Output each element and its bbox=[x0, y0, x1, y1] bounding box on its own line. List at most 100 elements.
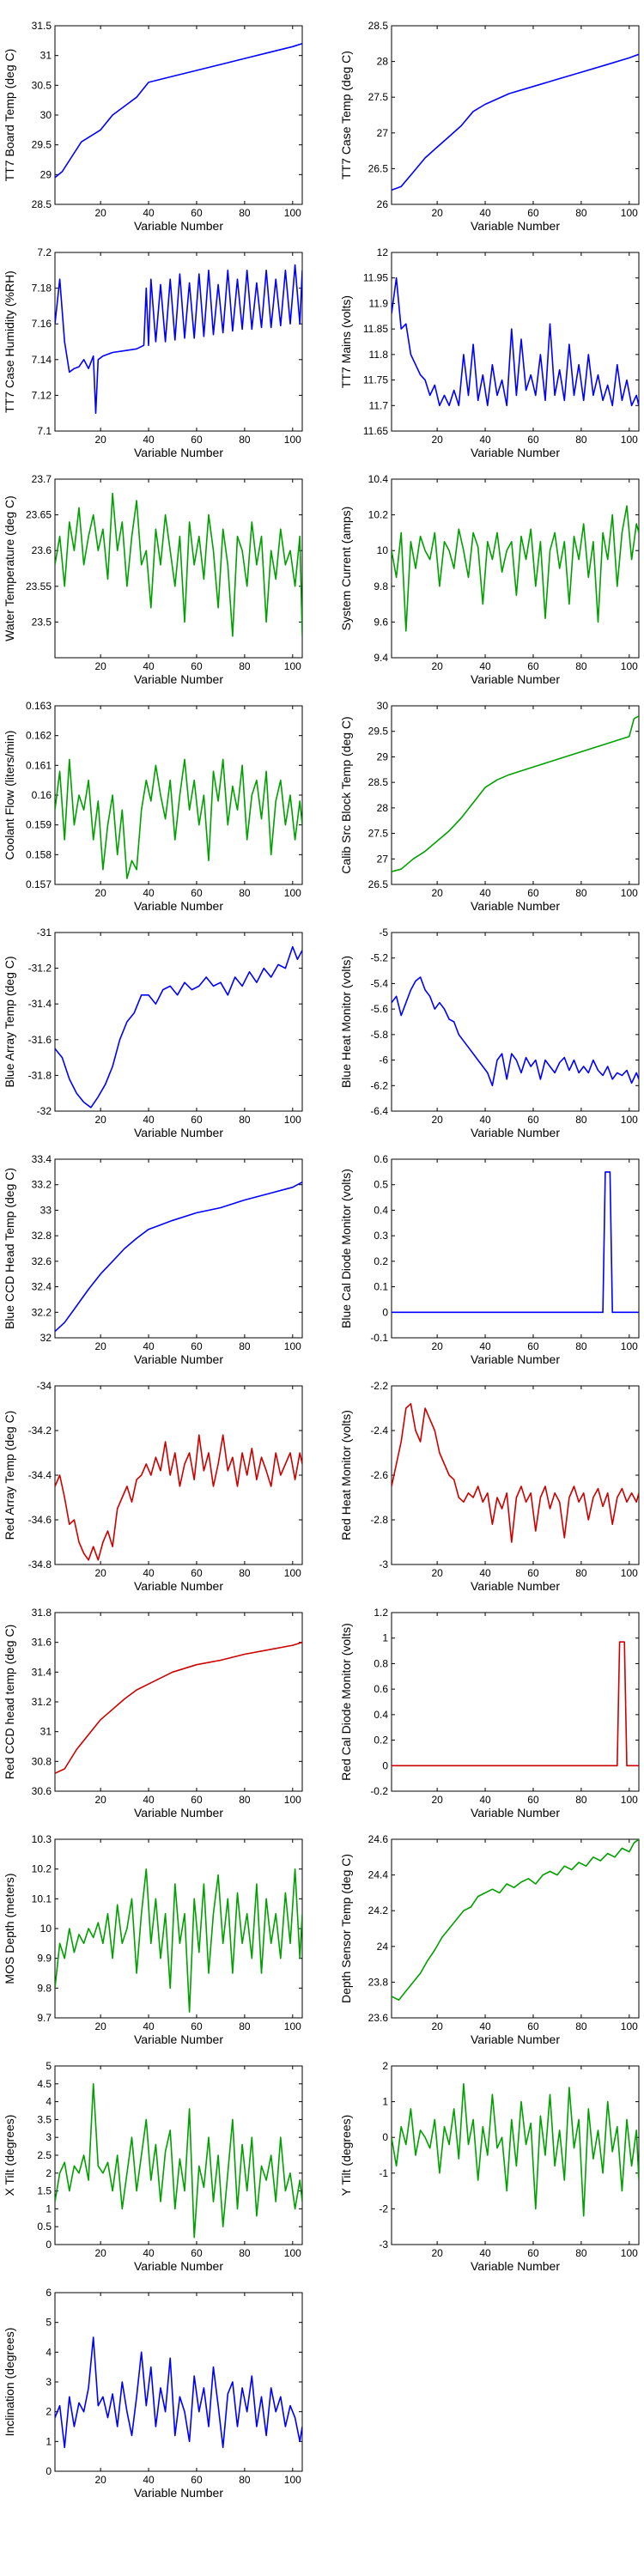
y-tick-label: 23.65 bbox=[26, 509, 52, 521]
x-tick-label: 100 bbox=[621, 2247, 638, 2259]
y-tick-label: -34.2 bbox=[28, 1425, 52, 1437]
y-tick-label: 28.5 bbox=[368, 20, 389, 32]
x-tick-label: 20 bbox=[431, 207, 443, 219]
x-tick-label: 20 bbox=[431, 434, 443, 446]
chart-panel-20: 20 40 60 80 100 -3 -2 -1 0 1 2 Variable Number Y Til… bbox=[339, 2060, 640, 2273]
y-tick-label: 31 bbox=[40, 1726, 52, 1738]
x-tick-label: 60 bbox=[191, 1567, 203, 1579]
x-tick-label: 100 bbox=[621, 207, 638, 219]
series-line bbox=[55, 492, 302, 637]
series-line bbox=[392, 1839, 639, 2001]
series-line bbox=[392, 276, 639, 407]
x-tick-label: 40 bbox=[143, 1567, 155, 1579]
chart-panel-19: 20 40 60 80 100 0 0.5 1 1.5 2 2.5 3 3.5 4 4.5 5 Variable… bbox=[3, 2060, 303, 2273]
plot-frame bbox=[391, 252, 640, 432]
y-tick-label: 32 bbox=[40, 1332, 52, 1344]
chart-panel-6: 20 40 60 80 100 9.4 9.6 9.8 10 10.2 10.4 Variable N… bbox=[339, 473, 640, 686]
y-tick-label: 0.2 bbox=[374, 1735, 388, 1747]
y-tick-label: 10.1 bbox=[32, 1893, 52, 1905]
y-tick-label: 27.5 bbox=[368, 91, 389, 103]
x-tick-label: 20 bbox=[431, 1114, 443, 1126]
y-tick-label: 30.8 bbox=[32, 1755, 52, 1767]
y-axis-label: Red CCD head temp (deg C) bbox=[3, 1625, 16, 1780]
y-axis-label: Red Array Temp (deg C) bbox=[3, 1411, 16, 1540]
y-tick-label: 32.6 bbox=[32, 1255, 52, 1267]
y-tick-label: 33.2 bbox=[32, 1179, 52, 1191]
x-tick-label: 60 bbox=[527, 660, 539, 672]
series-line bbox=[55, 1868, 302, 2013]
x-tick-label: 60 bbox=[527, 434, 539, 446]
y-tick-label: 24.4 bbox=[368, 1869, 389, 1881]
y-tick-label: 11.85 bbox=[363, 323, 388, 335]
y-tick-label: 12 bbox=[377, 246, 389, 258]
y-tick-label: 32.2 bbox=[32, 1306, 52, 1318]
x-tick-label: 60 bbox=[191, 2247, 203, 2259]
y-axis-label: Red Cal Diode Monitor (volts) bbox=[339, 1623, 353, 1781]
x-tick-label: 100 bbox=[284, 660, 301, 672]
series-line bbox=[392, 1403, 639, 1543]
y-tick-label: 5 bbox=[46, 2060, 52, 2072]
x-tick-label: 20 bbox=[431, 887, 443, 899]
y-tick-label: 31.6 bbox=[32, 1637, 52, 1649]
y-tick-label: 1.2 bbox=[374, 1607, 388, 1619]
x-tick-label: 80 bbox=[239, 2020, 251, 2032]
x-axis-label: Variable Number bbox=[134, 672, 223, 686]
y-tick-label: -5.2 bbox=[370, 952, 388, 964]
y-axis-label: Y Tilt (degrees) bbox=[339, 2115, 353, 2196]
y-tick-label: 0.163 bbox=[26, 700, 52, 712]
x-tick-label: 100 bbox=[621, 1794, 638, 1806]
x-tick-label: 40 bbox=[479, 434, 491, 446]
x-tick-label: 100 bbox=[621, 2020, 638, 2032]
y-tick-label: 29 bbox=[40, 168, 52, 180]
plot-frame bbox=[54, 1612, 303, 1792]
y-tick-label: 1 bbox=[46, 2435, 52, 2447]
plot-frame bbox=[54, 25, 303, 205]
y-tick-label: 3.5 bbox=[37, 2113, 52, 2125]
y-tick-label: -2.4 bbox=[370, 1425, 388, 1437]
x-tick-label: 80 bbox=[575, 2247, 587, 2259]
x-tick-label: 40 bbox=[143, 1114, 155, 1126]
x-tick-label: 80 bbox=[239, 2474, 251, 2486]
y-tick-label: 3 bbox=[46, 2376, 52, 2388]
x-axis-label: Variable Number bbox=[471, 899, 560, 913]
x-tick-label: 80 bbox=[575, 1567, 587, 1579]
x-tick-label: 20 bbox=[94, 207, 106, 219]
series-line bbox=[55, 1434, 302, 1561]
x-tick-label: 20 bbox=[431, 2247, 443, 2259]
x-tick-label: 40 bbox=[143, 207, 155, 219]
y-tick-label: 7.16 bbox=[32, 318, 52, 330]
y-tick-label: 23.7 bbox=[32, 473, 52, 485]
y-tick-label: 26.5 bbox=[368, 878, 389, 890]
y-axis-label: Inclination (degrees) bbox=[3, 2328, 16, 2437]
series-line bbox=[55, 1181, 302, 1333]
y-tick-label: 26.5 bbox=[368, 162, 389, 174]
x-tick-label: 40 bbox=[143, 434, 155, 446]
chart-panel-11: 20 40 60 80 100 32 32.2 32.4 32.6 32.8 33 33.2 33.4 V… bbox=[3, 1153, 303, 1366]
series-line bbox=[55, 264, 302, 415]
y-tick-label: 29.5 bbox=[32, 139, 52, 151]
x-axis-label: Variable Number bbox=[471, 1579, 560, 1593]
y-axis-label: TT7 Mains (volts) bbox=[339, 295, 353, 388]
x-tick-label: 20 bbox=[94, 2247, 106, 2259]
x-axis-label: Variable Number bbox=[471, 1806, 560, 1820]
x-tick-label: 60 bbox=[527, 1340, 539, 1352]
y-tick-label: 24.2 bbox=[368, 1905, 389, 1917]
y-tick-label: 0.6 bbox=[374, 1683, 388, 1695]
x-tick-label: 100 bbox=[284, 1794, 301, 1806]
x-tick-label: 100 bbox=[621, 887, 638, 899]
x-tick-label: 40 bbox=[479, 1794, 491, 1806]
y-tick-label: 0.3 bbox=[374, 1230, 388, 1242]
y-tick-label: -5.6 bbox=[370, 1003, 388, 1015]
series-line bbox=[392, 53, 639, 191]
chart-panel-1: 20 40 60 80 100 28.5 29 29.5 30 30.5 31 31.5 Variabl… bbox=[3, 20, 303, 233]
y-tick-label: 2 bbox=[382, 2060, 388, 2072]
y-tick-label: 30.6 bbox=[32, 1785, 52, 1797]
y-tick-label: 0 bbox=[382, 1306, 388, 1318]
x-tick-label: 80 bbox=[239, 887, 251, 899]
y-tick-label: 32.4 bbox=[32, 1281, 52, 1293]
y-tick-label: -6 bbox=[379, 1054, 388, 1066]
y-tick-label: 11.95 bbox=[363, 272, 388, 284]
y-axis-label: Blue Cal Diode Monitor (volts) bbox=[339, 1169, 353, 1328]
y-tick-label: 0.6 bbox=[374, 1153, 388, 1165]
